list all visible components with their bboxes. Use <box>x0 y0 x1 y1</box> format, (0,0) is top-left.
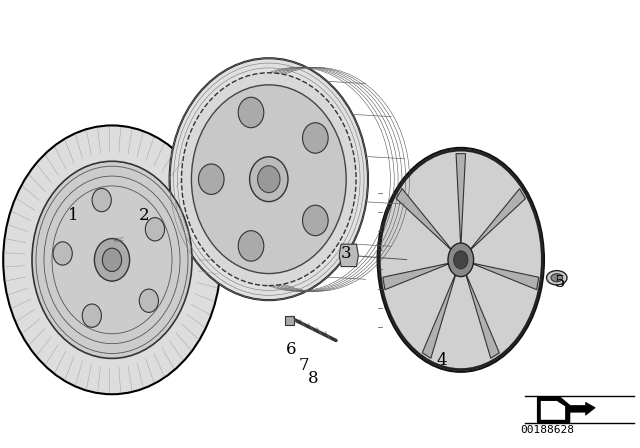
Text: 8: 8 <box>308 370 319 387</box>
Polygon shape <box>339 244 358 267</box>
Ellipse shape <box>238 231 264 261</box>
Text: 2: 2 <box>139 207 149 224</box>
Ellipse shape <box>303 123 328 153</box>
Polygon shape <box>285 316 294 325</box>
Ellipse shape <box>303 205 328 236</box>
Text: 1: 1 <box>68 207 79 224</box>
Polygon shape <box>541 401 565 420</box>
Polygon shape <box>470 189 525 250</box>
Ellipse shape <box>191 85 346 274</box>
Ellipse shape <box>258 166 280 193</box>
Ellipse shape <box>182 73 356 286</box>
Polygon shape <box>422 275 456 358</box>
Text: 00188628: 00188628 <box>520 425 574 435</box>
Polygon shape <box>456 154 465 243</box>
Polygon shape <box>473 263 539 290</box>
Ellipse shape <box>3 125 221 394</box>
Ellipse shape <box>53 242 72 265</box>
Polygon shape <box>538 397 570 422</box>
Ellipse shape <box>250 157 288 202</box>
Ellipse shape <box>378 148 544 372</box>
Text: RSC: RSC <box>113 237 124 243</box>
Ellipse shape <box>145 218 164 241</box>
Text: 4: 4 <box>436 352 447 369</box>
Ellipse shape <box>551 274 563 282</box>
Ellipse shape <box>198 164 224 194</box>
Ellipse shape <box>82 304 101 327</box>
Ellipse shape <box>448 243 474 277</box>
Polygon shape <box>466 275 499 358</box>
Text: 7: 7 <box>299 357 309 374</box>
Ellipse shape <box>454 251 468 269</box>
Polygon shape <box>570 402 595 415</box>
Polygon shape <box>383 263 449 290</box>
Ellipse shape <box>547 271 567 285</box>
Polygon shape <box>396 189 451 250</box>
Ellipse shape <box>140 289 159 312</box>
Ellipse shape <box>92 189 111 212</box>
Ellipse shape <box>238 97 264 128</box>
Ellipse shape <box>170 58 368 300</box>
Ellipse shape <box>102 248 122 271</box>
Text: 5: 5 <box>555 274 565 291</box>
Text: 3: 3 <box>340 245 351 262</box>
Ellipse shape <box>95 238 129 281</box>
Ellipse shape <box>32 161 192 358</box>
Text: 6: 6 <box>286 341 296 358</box>
